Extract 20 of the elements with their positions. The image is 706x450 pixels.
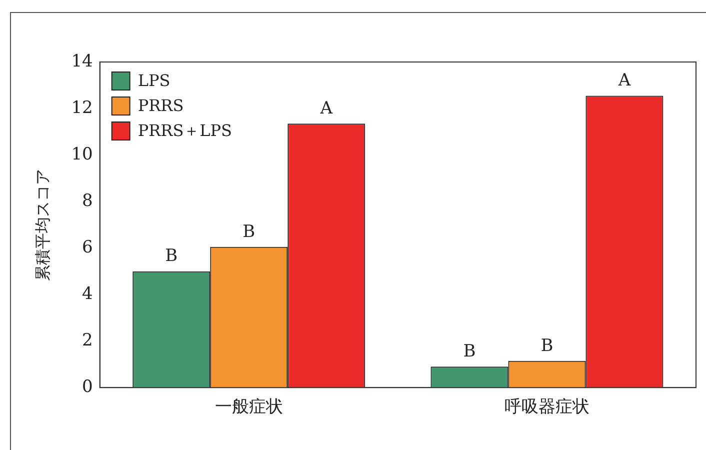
legend-label: PRRS [138,96,184,116]
data-label: A [319,98,334,119]
y-tick-label: 0 [82,377,93,398]
x-tick-label: 呼吸器症状 [504,397,590,418]
data-label: B [165,246,178,266]
y-tick-label: 6 [82,237,93,258]
y-axis-title: 累積平均スコア [32,168,52,281]
data-label: A [617,70,632,91]
data-label: B [242,222,256,242]
data-label: B [463,342,476,362]
y-tick-label: 10 [71,144,93,164]
data-label: B [540,336,554,356]
y-tick-label: 14 [71,51,93,72]
x-tick-label: 一般症状 [214,397,283,418]
y-tick-label: 12 [71,98,93,118]
y-tick-label: 4 [82,284,93,304]
y-tick-label: 8 [82,190,93,211]
y-tick-label: 2 [82,330,93,351]
legend-label: LPS [138,71,170,90]
legend-label: PRRS＋LPS [138,121,232,140]
